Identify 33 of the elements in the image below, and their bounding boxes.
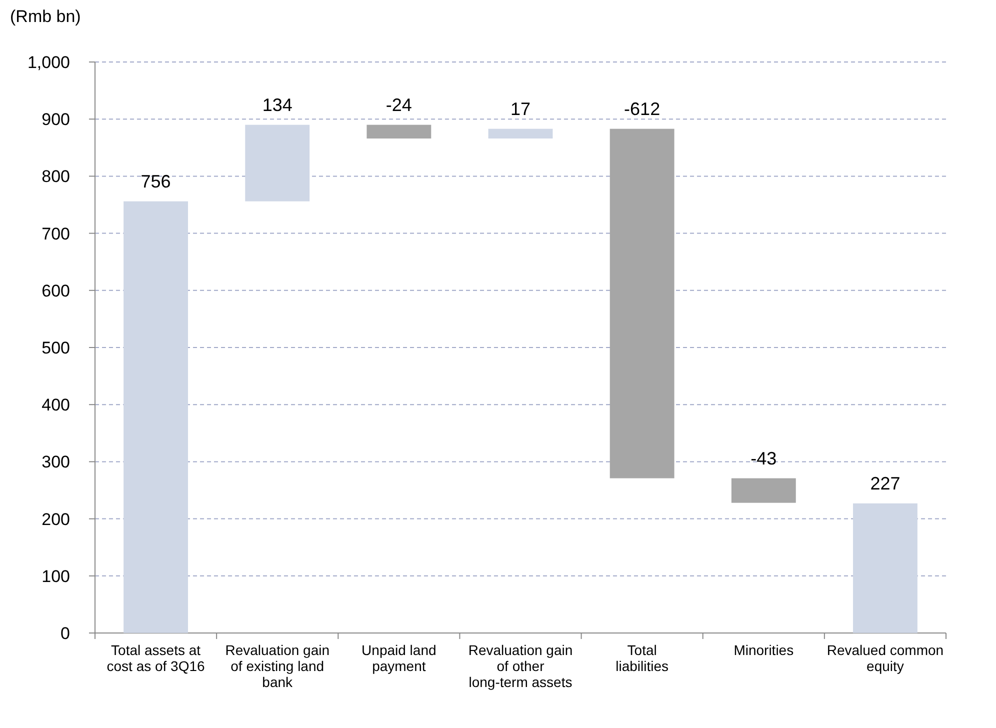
data-label: 17 — [510, 98, 531, 119]
y-tick-label: 400 — [42, 396, 70, 415]
bar — [124, 201, 188, 633]
data-label: -24 — [386, 94, 412, 115]
x-tick-label: Total liabilities — [616, 642, 669, 674]
x-tick-label: Unpaid land payment — [362, 642, 436, 674]
x-tick-label: Revaluation gain of existing land bank — [225, 642, 330, 690]
y-tick-label: 700 — [42, 224, 70, 244]
data-label: -43 — [750, 448, 777, 468]
bar — [610, 128, 674, 478]
y-tick-label: 200 — [42, 510, 70, 529]
x-tick-label: Minorities — [734, 642, 794, 658]
y-tick-label: 500 — [42, 338, 70, 358]
bar — [731, 478, 796, 503]
bar — [853, 503, 918, 633]
y-tick-label: 300 — [42, 452, 70, 472]
y-tick-label: 900 — [42, 110, 70, 130]
bar — [366, 124, 432, 139]
y-axis-title: (Rmb bn) — [10, 7, 81, 26]
data-label: -612 — [624, 98, 660, 119]
data-label: 134 — [262, 94, 292, 115]
y-tick-label: 100 — [42, 566, 70, 586]
data-label: 227 — [870, 473, 900, 494]
bar — [488, 128, 553, 139]
y-tick-label: 0 — [60, 624, 70, 643]
x-tick-label: Total assets at cost as of 3Q16 — [106, 642, 206, 674]
y-tick-label: 800 — [42, 167, 70, 186]
x-tick-label: Revaluation gain of other long-term assets — [468, 642, 573, 690]
x-tick-label: Revalued common equity — [826, 642, 944, 674]
y-tick-label: 1,000 — [27, 52, 70, 72]
bar — [245, 124, 310, 202]
y-tick-label: 600 — [42, 281, 70, 300]
data-label: 756 — [140, 171, 171, 192]
